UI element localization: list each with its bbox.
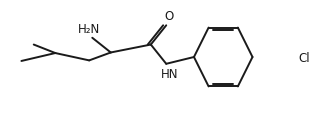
Text: H₂N: H₂N: [78, 23, 100, 36]
Text: HN: HN: [160, 67, 178, 80]
Text: O: O: [165, 10, 174, 23]
Text: Cl: Cl: [299, 51, 310, 64]
